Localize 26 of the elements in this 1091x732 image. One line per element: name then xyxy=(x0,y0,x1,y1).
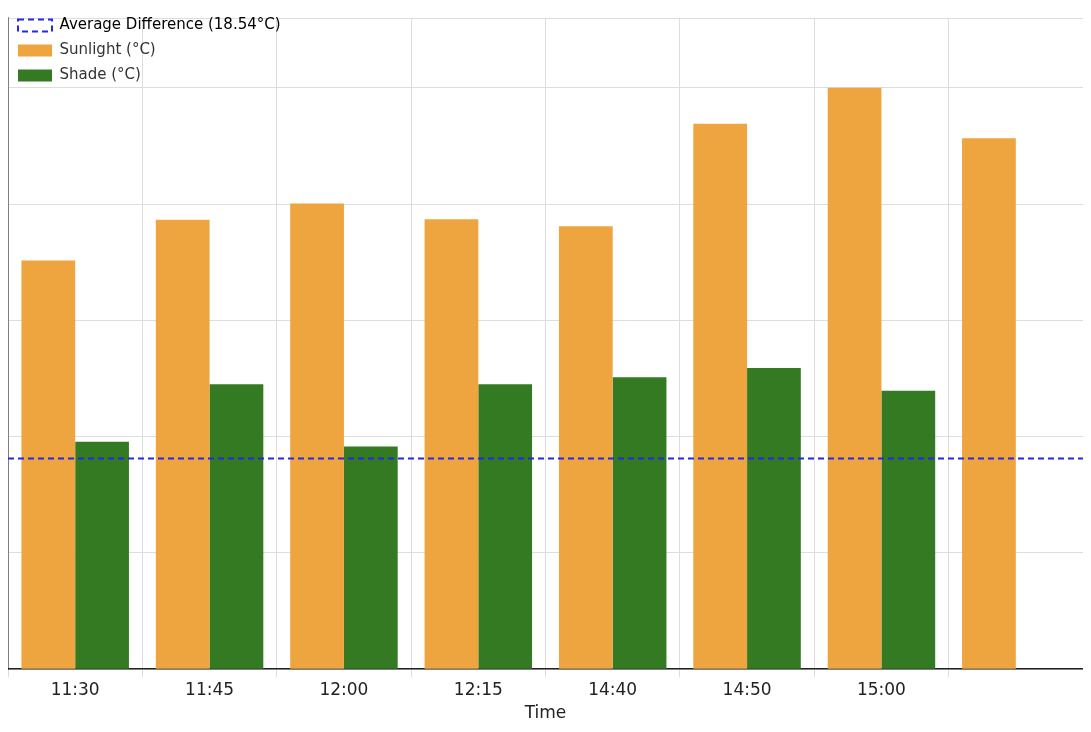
bar xyxy=(155,219,210,669)
x-tick-label: 11:30 xyxy=(50,678,100,699)
x-tick-label: 11:45 xyxy=(185,678,235,699)
x-tick-label: 14:40 xyxy=(588,678,638,699)
bar xyxy=(75,441,129,669)
bar xyxy=(478,384,533,669)
legend-label: Average Difference (18.54°C) xyxy=(59,15,281,34)
x-tick-label: 15:00 xyxy=(856,678,906,699)
bar xyxy=(827,87,882,669)
bar xyxy=(612,377,667,669)
bar xyxy=(290,203,344,669)
x-tick-label: 14:50 xyxy=(722,678,772,699)
bar xyxy=(21,260,76,669)
bar xyxy=(881,390,936,669)
legend-label: Shade (°C) xyxy=(59,65,141,84)
bar xyxy=(343,446,398,669)
bar xyxy=(424,219,479,669)
bar xyxy=(558,226,613,669)
legend-label: Sunlight (°C) xyxy=(59,40,156,59)
x-tick-label: 12:15 xyxy=(453,678,503,699)
bar xyxy=(747,368,801,669)
bar xyxy=(693,123,748,669)
bar xyxy=(209,384,264,669)
x-axis-title: Time xyxy=(523,702,567,723)
bar xyxy=(962,138,1016,669)
x-tick-label: 12:00 xyxy=(319,678,369,699)
